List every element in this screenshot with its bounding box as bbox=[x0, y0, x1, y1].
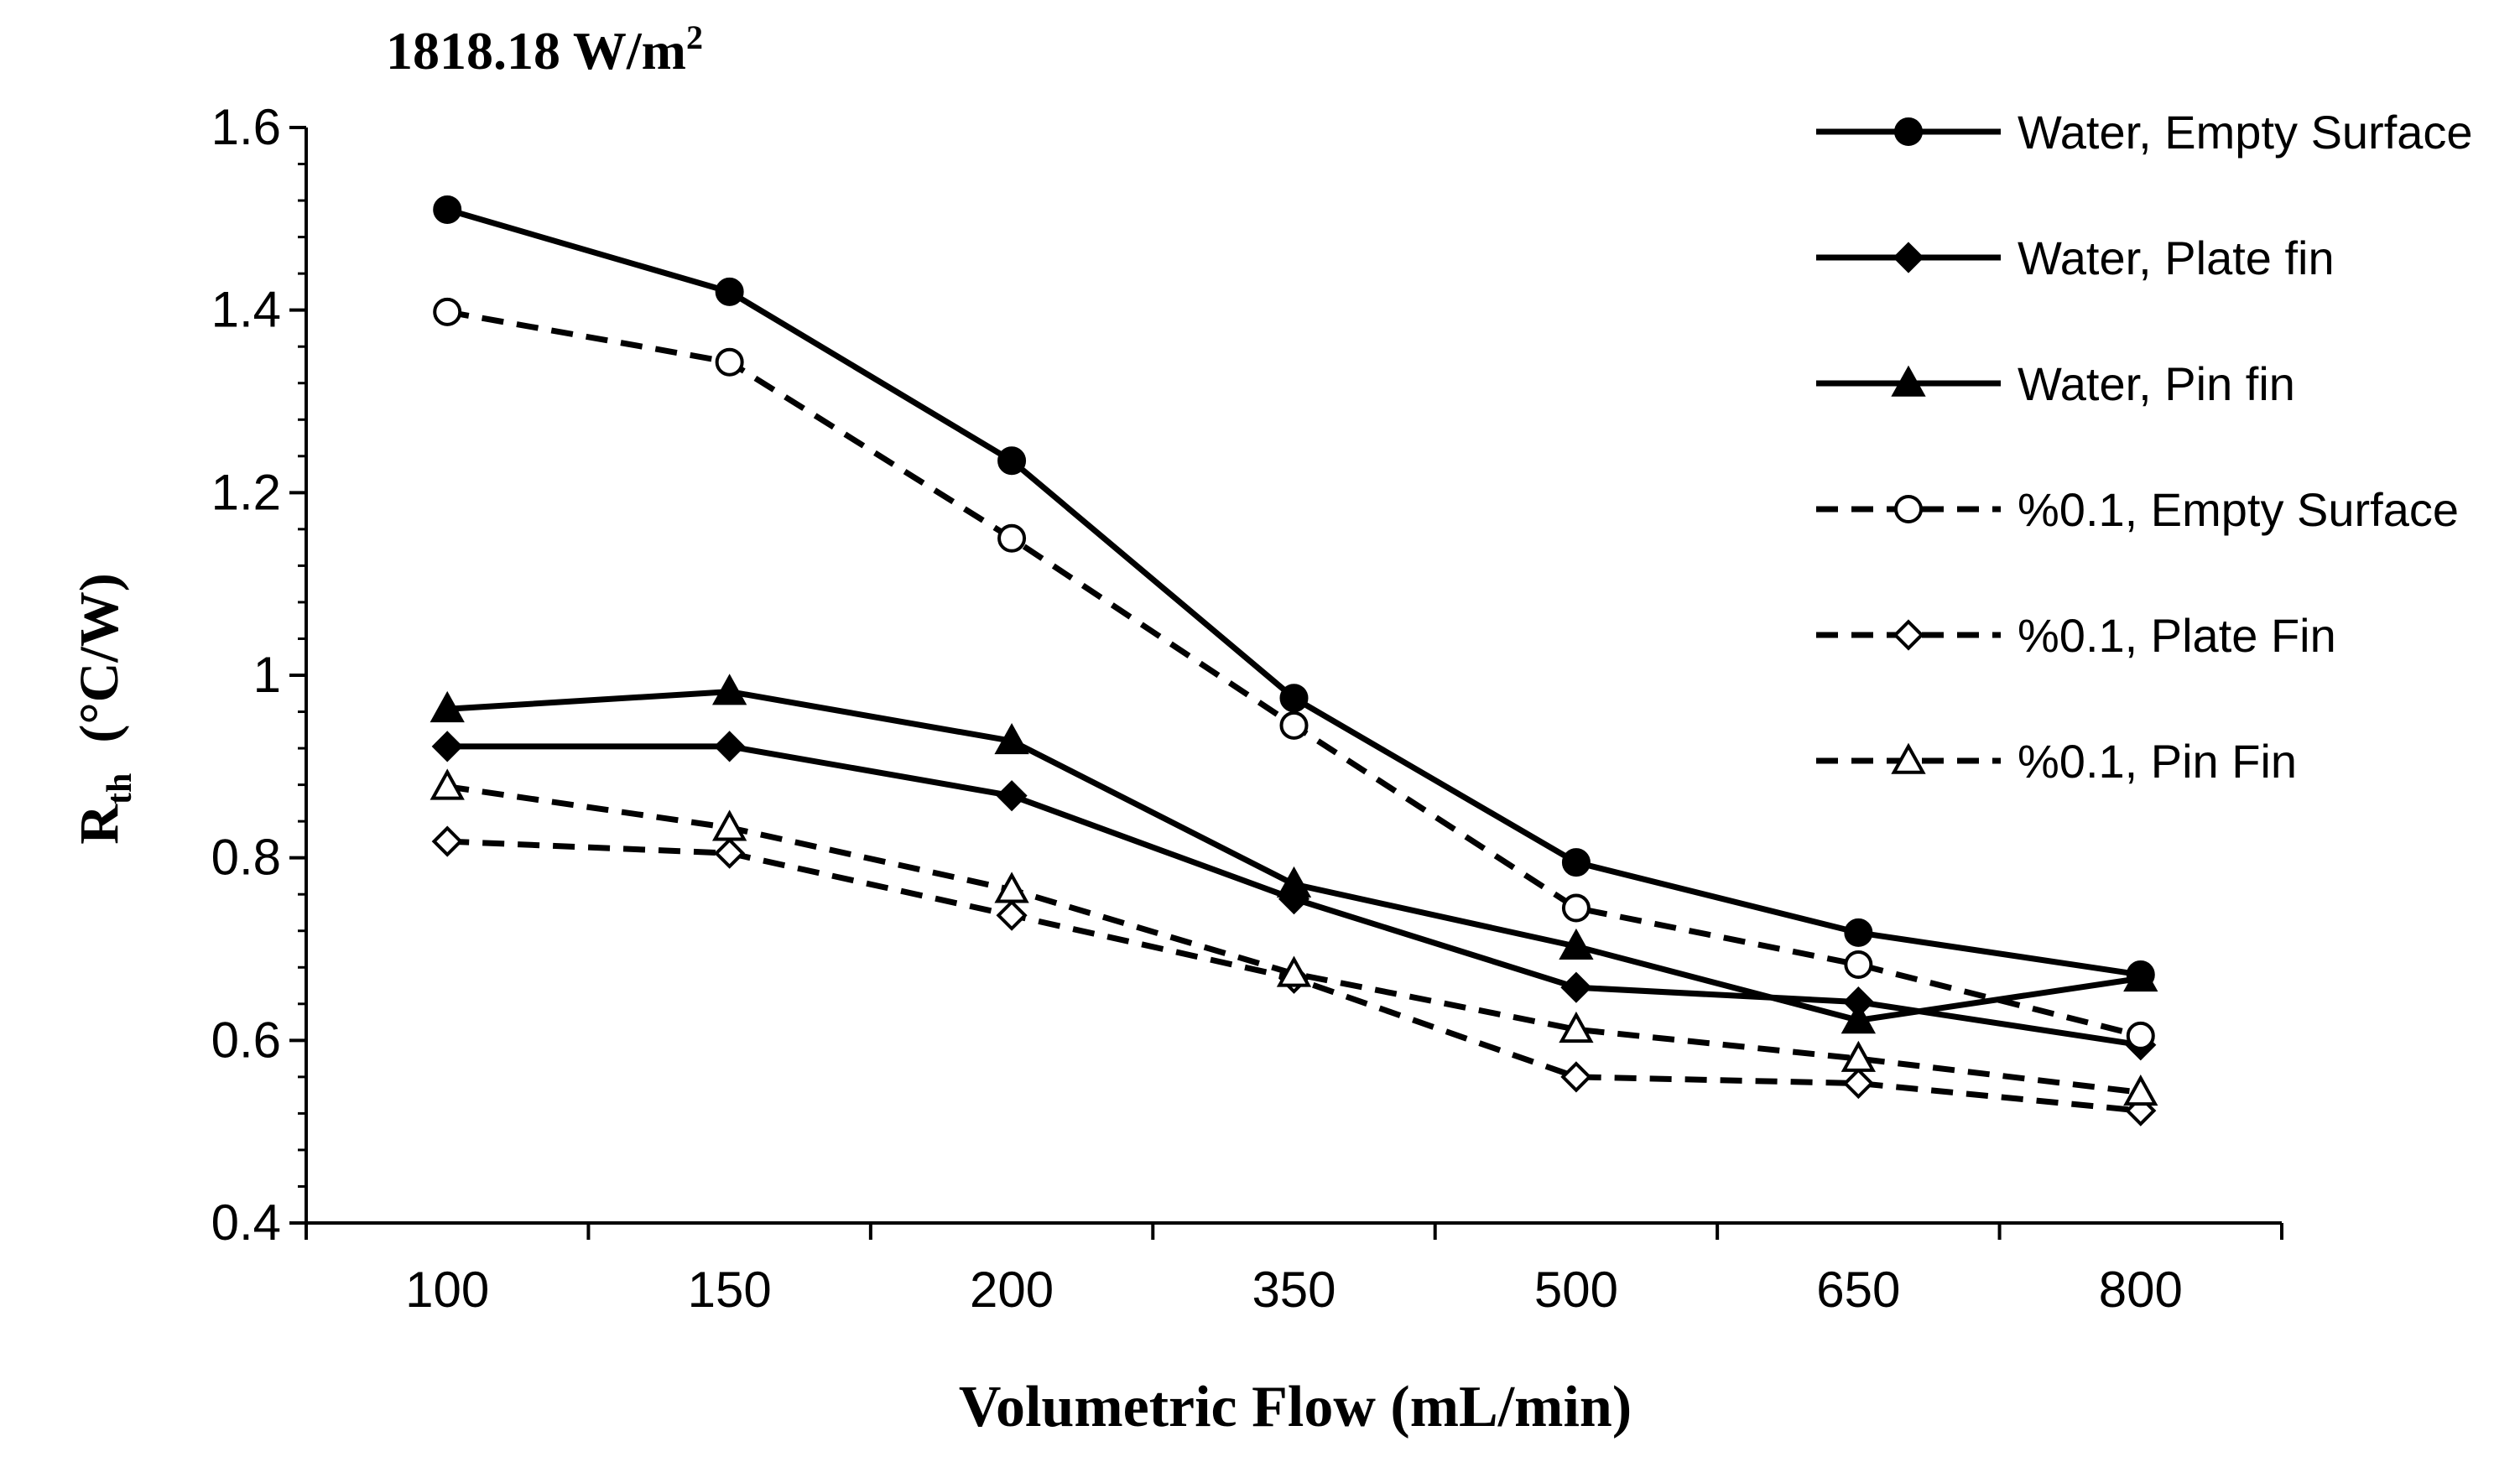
data-point bbox=[1842, 1067, 1874, 1100]
y-tick-label: 0.6 bbox=[211, 1012, 281, 1068]
data-point bbox=[997, 523, 1027, 553]
x-tick-label: 350 bbox=[1252, 1262, 1335, 1318]
data-point bbox=[431, 731, 463, 762]
data-point bbox=[1560, 1061, 1592, 1093]
data-point bbox=[1844, 918, 1873, 947]
x-tick-label: 800 bbox=[2099, 1262, 2183, 1318]
legend-item: %0.1, Empty Surface bbox=[1816, 483, 2459, 536]
data-point bbox=[2123, 1075, 2158, 1106]
series-3 bbox=[433, 297, 2155, 1050]
data-point bbox=[715, 277, 744, 306]
series-layer bbox=[430, 195, 2158, 1127]
y-tick-label: 1.6 bbox=[211, 99, 281, 155]
data-point bbox=[997, 446, 1027, 476]
data-point bbox=[711, 674, 747, 705]
axes: 0.4 0.6 0.8 1 1.2 1.4 1.6 100 150 200 350 500 650 800 bbox=[211, 99, 2283, 1318]
data-point bbox=[2126, 1021, 2155, 1050]
series-5 bbox=[430, 768, 2158, 1106]
legend-label: %0.1, Pin Fin bbox=[2018, 735, 2297, 788]
data-point bbox=[711, 809, 747, 841]
data-point bbox=[430, 768, 465, 800]
data-point bbox=[2123, 960, 2158, 992]
data-point bbox=[1559, 928, 1594, 960]
y-axis-label: Rth (°C/W) bbox=[69, 573, 139, 844]
y-tick-label: 1.2 bbox=[211, 464, 281, 520]
x-tick-label: 150 bbox=[688, 1262, 772, 1318]
legend-marker bbox=[1893, 619, 1924, 651]
x-tick-label: 100 bbox=[405, 1262, 489, 1318]
legend-marker bbox=[1894, 495, 1923, 523]
y-axis-label-sub: th bbox=[101, 773, 139, 804]
y-tick-label: 1 bbox=[253, 647, 281, 703]
data-point bbox=[1841, 1040, 1877, 1072]
series-line bbox=[446, 309, 2142, 1039]
legend-label: %0.1, Empty Surface bbox=[2018, 483, 2459, 536]
data-point bbox=[1561, 848, 1591, 877]
legend-item: Water, Plate fin bbox=[1816, 232, 2335, 284]
data-point bbox=[1279, 710, 1309, 740]
data-point bbox=[1276, 866, 1312, 898]
y-tick-label: 0.8 bbox=[211, 830, 281, 886]
data-point bbox=[1276, 955, 1312, 987]
legend-label: Water, Pin fin bbox=[2018, 357, 2295, 410]
legend-label: Water, Plate fin bbox=[2018, 232, 2335, 284]
legend-item: %0.1, Pin Fin bbox=[1816, 735, 2297, 788]
data-point bbox=[433, 195, 462, 224]
x-tick-label: 650 bbox=[1816, 1262, 1900, 1318]
data-point bbox=[715, 347, 744, 377]
legend: Water, Empty Surface Water, Plate fin Wate… bbox=[1816, 106, 2473, 788]
data-point bbox=[994, 872, 1029, 903]
x-tick-label: 500 bbox=[1534, 1262, 1618, 1318]
legend-marker bbox=[1891, 742, 1926, 774]
data-point bbox=[433, 297, 462, 326]
legend-label: %0.1, Plate Fin bbox=[2018, 609, 2336, 662]
series-line bbox=[446, 206, 2142, 978]
data-point bbox=[1844, 950, 1873, 980]
legend-item: Water, Empty Surface bbox=[1816, 106, 2473, 159]
legend-marker bbox=[1891, 365, 1926, 397]
chart-title-text: 1818.18 W/m bbox=[386, 21, 686, 81]
chart-title: 1818.18 W/m2 bbox=[386, 18, 703, 81]
x-tick-label: 200 bbox=[970, 1262, 1054, 1318]
y-axis-label-units: (°C/W) bbox=[69, 573, 130, 742]
legend-marker bbox=[1894, 117, 1923, 146]
data-point bbox=[996, 899, 1028, 931]
data-point bbox=[1279, 684, 1309, 713]
y-axis-label-main: R bbox=[69, 804, 130, 845]
data-point bbox=[431, 825, 463, 857]
svg-text:Rth(°C/W): Rth (°C/W) bbox=[69, 573, 139, 844]
data-point bbox=[714, 731, 746, 762]
data-point bbox=[1560, 971, 1592, 1003]
data-point bbox=[1841, 1002, 1877, 1034]
data-point bbox=[714, 837, 746, 869]
data-point bbox=[994, 722, 1029, 755]
legend-marker bbox=[1893, 242, 1924, 273]
legend-item: Water, Pin fin bbox=[1816, 357, 2295, 410]
x-axis-label: Volumetric Flow (mL/min) bbox=[959, 1375, 1632, 1439]
data-point bbox=[430, 690, 465, 723]
legend-item: %0.1, Plate Fin bbox=[1816, 609, 2336, 662]
data-point bbox=[1561, 893, 1591, 923]
legend-label: Water, Empty Surface bbox=[2018, 106, 2473, 159]
data-point bbox=[996, 780, 1028, 812]
data-point bbox=[1559, 1011, 1594, 1043]
series-2 bbox=[430, 674, 2158, 1034]
chart-title-superscript: 2 bbox=[686, 18, 703, 56]
y-tick-label: 0.4 bbox=[211, 1194, 281, 1251]
y-tick-label: 1.4 bbox=[211, 282, 281, 338]
